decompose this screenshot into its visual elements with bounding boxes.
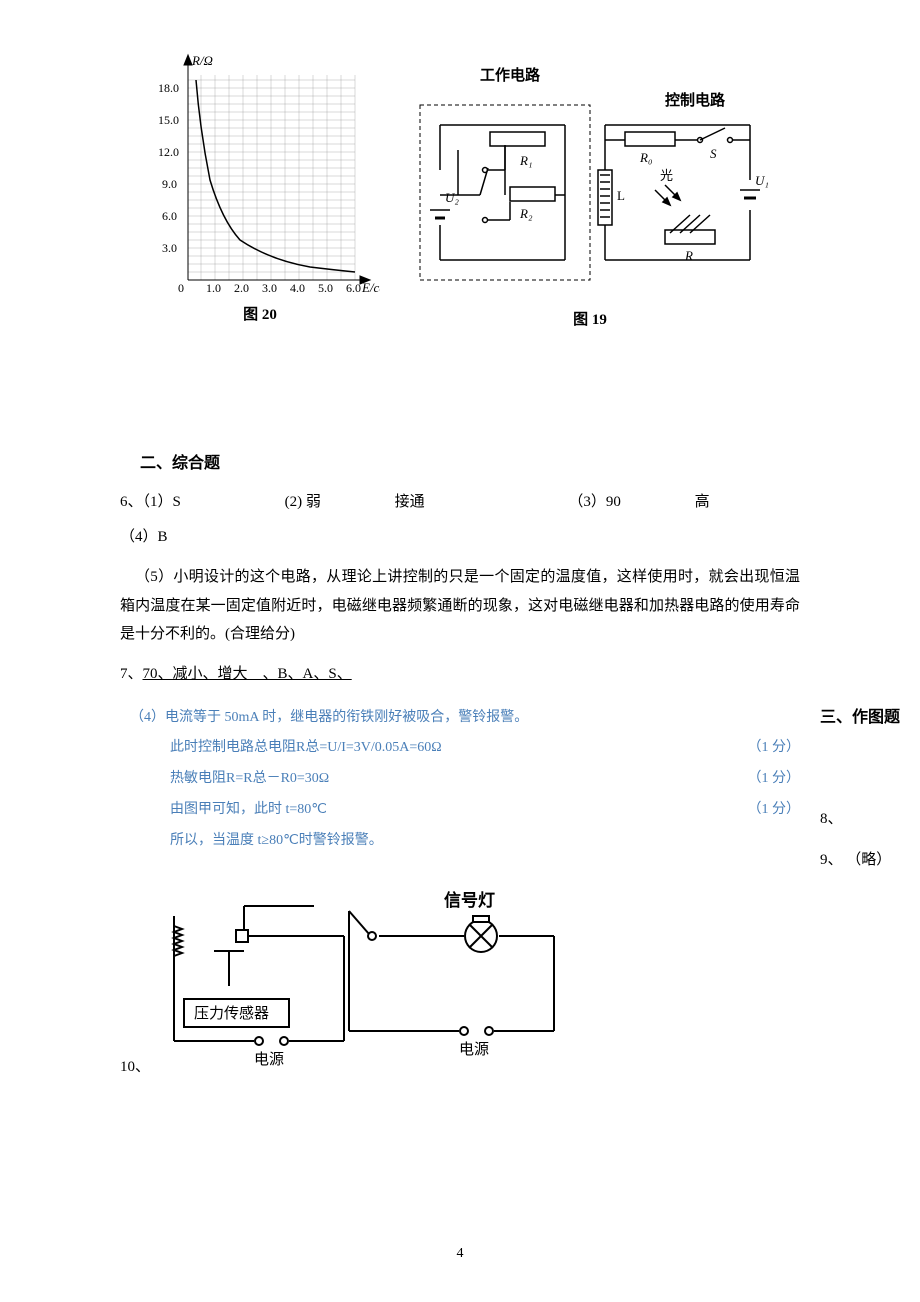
svg-text:6.0: 6.0 [346,281,361,295]
svg-text:3.0: 3.0 [162,241,177,255]
svg-text:信号灯: 信号灯 [444,890,495,910]
right-column: 三、作图题 8、 9、 （略） [820,703,920,869]
svg-text:5.0: 5.0 [318,281,333,295]
svg-text:6.0: 6.0 [162,209,177,223]
q10-block: 10、 [120,886,800,1076]
svg-text:3.0: 3.0 [262,281,277,295]
figure20-caption: 图 20 [243,303,277,324]
q6-a4: （4）B [120,524,168,551]
svg-text:R: R [684,248,693,263]
figures-row: 18.0 15.0 12.0 9.0 6.0 3.0 0 1.0 2.0 3.0… [140,50,800,329]
q7-text: 70、减小、增大 、B、A、S、 [143,666,352,682]
svg-text:U₂: U₂ [445,190,459,205]
page-number: 4 [457,1246,464,1262]
figure19-caption: 图 19 [573,308,607,329]
q6-a3: （3）90 [568,489,621,516]
svg-text:R₂: R₂ [519,206,533,221]
circuit10-svg: 压力传感器 电源 电源 信号灯 [154,886,594,1076]
svg-text:控制电路: 控制电路 [665,91,726,109]
chart-svg: 18.0 15.0 12.0 9.0 6.0 3.0 0 1.0 2.0 3.0… [140,50,380,295]
q6-a1: 6、（1）S [120,489,181,516]
q6-a3-extra: 高 [695,489,710,516]
svg-text:15.0: 15.0 [158,113,179,127]
blue-l4: 由图甲可知，此时 t=80℃ [130,795,748,826]
q6-line2: （4）B [120,524,800,551]
svg-text:12.0: 12.0 [158,145,179,159]
svg-text:电源: 电源 [254,1051,284,1068]
q10-label: 10、 [120,1059,150,1075]
svg-text:E/cd: E/cd [361,280,380,295]
section3-header: 三、作图题 [820,703,920,727]
q6-line1: 6、（1）S (2) 弱 接通 （3）90 高 [120,489,800,516]
q6-a2: (2) 弱 [285,489,321,516]
svg-text:R₁: R₁ [519,153,532,168]
svg-text:R₀: R₀ [639,150,652,165]
svg-text:R/Ω: R/Ω [191,53,213,68]
svg-text:S: S [710,146,717,161]
q9-text: （略） [846,852,891,868]
svg-text:4.0: 4.0 [290,281,305,295]
svg-text:1.0: 1.0 [206,281,221,295]
blue-l2: 此时控制电路总电阻R总=U/I=3V/0.05A=60Ω [130,733,748,764]
circuit19-svg: 工作电路 控制电路 [410,50,770,300]
svg-text:9.0: 9.0 [162,177,177,191]
q9-label: 9、 [820,852,843,868]
svg-text:工作电路: 工作电路 [480,66,541,84]
svg-text:18.0: 18.0 [158,81,179,95]
svg-text:L: L [617,188,625,203]
embedded-answer-block: （4）电流等于 50mA 时，继电器的衔铁刚好被吸合，警铃报警。 此时控制电路总… [130,703,800,857]
q7-prefix: 7、 [120,666,143,682]
svg-text:U₁: U₁ [755,173,769,188]
q8-label: 8、 [820,807,920,828]
section2-header: 二、综合题 [140,449,800,473]
q6-a5: （5）小明设计的这个电路，从理论上讲控制的只是一个固定的温度值，这样使用时，就会… [120,563,800,649]
q6-a2-extra: 接通 [395,489,425,516]
blue-l3: 热敏电阻R=R总－R0=30Ω [130,764,748,795]
svg-text:2.0: 2.0 [234,281,249,295]
svg-text:电源: 电源 [459,1041,489,1058]
blue-s2: （1 分） [748,733,801,764]
blue-l1: （4）电流等于 50mA 时，继电器的衔铁刚好被吸合，警铃报警。 [130,703,800,734]
svg-text:光: 光 [660,168,673,183]
q7-line: 7、70、减小、增大 、B、A、S、 [120,661,800,688]
blue-s3: （1 分） [748,764,801,795]
blue-l5: 所以，当温度 t≥80℃时警铃报警。 [130,826,800,857]
figure-20-block: 18.0 15.0 12.0 9.0 6.0 3.0 0 1.0 2.0 3.0… [140,50,380,329]
figure-19-block: 工作电路 控制电路 [410,50,770,329]
svg-text:压力传感器: 压力传感器 [194,1005,269,1022]
blue-s4: （1 分） [748,795,801,826]
q9-row: 9、 （略） [820,848,920,869]
svg-text:0: 0 [178,281,184,295]
